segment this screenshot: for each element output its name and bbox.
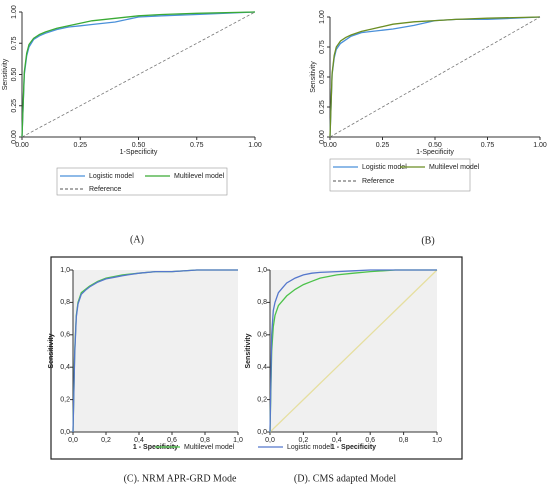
x-tick-label: 0.25 (73, 142, 87, 149)
y-tick-label: 0,2 (60, 396, 70, 403)
y-tick-label: 0.75 (11, 36, 18, 50)
legend-label: Logistic model (89, 173, 134, 180)
x-tick-label: 0,0 (68, 437, 78, 444)
y-tick-label: 0,4 (257, 364, 267, 371)
y-tick-label: 0.25 (11, 99, 18, 113)
y-tick-label: 0.00 (11, 130, 18, 144)
legend-box (56, 167, 228, 196)
y-tick-label: 1,0 (60, 267, 70, 274)
roc-curve (329, 16, 541, 138)
x-tick-label: 0,4 (332, 437, 342, 444)
x-tick-label: 0.75 (190, 142, 204, 149)
x-tick-label: 0,8 (200, 437, 210, 444)
x-tick-label: 0.75 (481, 142, 495, 149)
panel-caption: (D). CMS adapted Model (294, 473, 396, 484)
legend-label: Multilevel model (184, 444, 235, 451)
y-tick-label: 1,0 (257, 267, 267, 274)
x-axis-label: 1-Specificity (416, 149, 454, 156)
panel-caption: (B) (421, 235, 434, 246)
x-tick-label: 0.50 (132, 142, 146, 149)
x-tick-label: 0.25 (376, 142, 390, 149)
x-axis-label: 1-Specificity (120, 149, 158, 156)
y-tick-label: 0,6 (60, 332, 70, 339)
legend-label: Logistic model (287, 444, 332, 451)
x-tick-label: 1,0 (233, 437, 243, 444)
x-axis-label: 1 - Specificity (331, 444, 376, 451)
panel-caption: (C). NRM APR-GRD Mode (124, 473, 237, 484)
legend-label: Multilevel model (174, 173, 225, 180)
roc-curve (269, 269, 437, 433)
y-tick-label: 0,0 (257, 429, 267, 436)
y-tick-label: 0,2 (257, 396, 267, 403)
y-tick-label: 0,6 (257, 332, 267, 339)
panel-frame (50, 256, 463, 460)
legend-label: Multilevel model (429, 164, 480, 171)
y-tick-label: 0,8 (60, 299, 70, 306)
x-tick-label: 1,0 (432, 437, 442, 444)
x-tick-label: 0,4 (134, 437, 144, 444)
plot-background (73, 270, 238, 432)
x-tick-label: 0.00 (15, 142, 29, 149)
legend-box (329, 158, 471, 192)
x-tick-label: 0.00 (323, 142, 337, 149)
y-axis-label: Sensitivity (245, 333, 252, 368)
x-tick-label: 0,8 (399, 437, 409, 444)
roc-curve (269, 269, 438, 433)
y-tick-label: 0,4 (60, 364, 70, 371)
y-tick-label: 0.75 (319, 40, 326, 54)
y-tick-label: 1.00 (11, 5, 18, 19)
y-tick-label: 0.25 (319, 100, 326, 114)
legend-label: Reference (89, 186, 121, 193)
x-tick-label: 0.50 (428, 142, 442, 149)
y-tick-label: 0.50 (11, 68, 18, 82)
x-tick-label: 1.00 (533, 142, 547, 149)
x-tick-label: 0,0 (265, 437, 275, 444)
roc-curve (72, 269, 238, 433)
legend-label: Logistic model (362, 164, 407, 171)
panel-caption: (A) (130, 234, 144, 245)
y-axis-label: Sensitivity (2, 58, 9, 90)
y-tick-label: 0,8 (257, 299, 267, 306)
y-axis-label: Sensitivity (48, 333, 55, 368)
roc-curve (21, 11, 256, 138)
y-tick-label: 0,0 (60, 429, 70, 436)
y-axis-label: Sensitivity (310, 61, 317, 93)
x-tick-label: 0,6 (167, 437, 177, 444)
x-tick-label: 1.00 (248, 142, 262, 149)
x-tick-label: 0,6 (365, 437, 375, 444)
y-tick-label: 0.00 (319, 130, 326, 144)
roc-curve (269, 269, 437, 433)
legend-label: Reference (362, 178, 394, 185)
roc-curve (21, 11, 256, 138)
y-tick-label: 1.00 (319, 10, 326, 24)
y-tick-label: 0.50 (319, 70, 326, 84)
x-tick-label: 0,2 (101, 437, 111, 444)
x-tick-label: 0,2 (299, 437, 309, 444)
roc-curve (329, 16, 541, 138)
